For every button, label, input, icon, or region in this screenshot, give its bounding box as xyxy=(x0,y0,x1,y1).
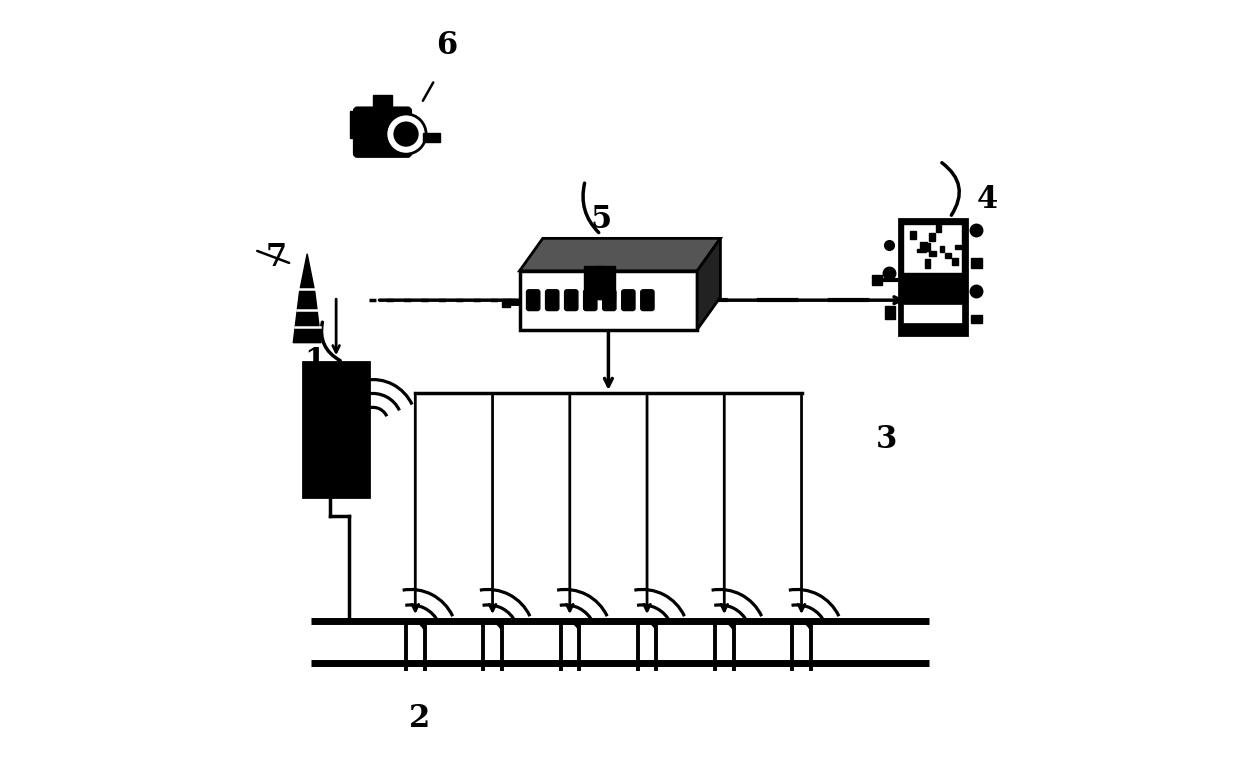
FancyBboxPatch shape xyxy=(920,242,928,251)
Text: 1: 1 xyxy=(304,346,325,377)
FancyBboxPatch shape xyxy=(423,132,440,142)
FancyBboxPatch shape xyxy=(350,111,361,138)
Polygon shape xyxy=(697,238,720,330)
Text: 3: 3 xyxy=(875,424,898,454)
Polygon shape xyxy=(293,254,321,342)
FancyBboxPatch shape xyxy=(641,289,653,310)
FancyBboxPatch shape xyxy=(951,258,957,265)
FancyBboxPatch shape xyxy=(918,249,926,252)
FancyBboxPatch shape xyxy=(925,243,930,251)
Text: 6: 6 xyxy=(435,30,456,61)
FancyBboxPatch shape xyxy=(929,251,936,257)
FancyBboxPatch shape xyxy=(885,307,895,320)
Text: 4: 4 xyxy=(976,184,997,216)
FancyBboxPatch shape xyxy=(936,226,941,232)
Circle shape xyxy=(386,114,427,154)
FancyBboxPatch shape xyxy=(955,245,961,249)
Polygon shape xyxy=(520,271,697,330)
Circle shape xyxy=(394,122,418,145)
FancyBboxPatch shape xyxy=(527,289,539,310)
FancyBboxPatch shape xyxy=(584,266,601,299)
FancyBboxPatch shape xyxy=(945,253,951,258)
FancyBboxPatch shape xyxy=(546,289,559,310)
FancyBboxPatch shape xyxy=(925,259,930,268)
FancyBboxPatch shape xyxy=(904,304,962,323)
FancyBboxPatch shape xyxy=(929,233,935,241)
FancyBboxPatch shape xyxy=(564,289,578,310)
Text: 2: 2 xyxy=(408,703,430,734)
FancyBboxPatch shape xyxy=(910,231,916,239)
FancyBboxPatch shape xyxy=(304,362,370,497)
FancyBboxPatch shape xyxy=(584,289,596,310)
FancyBboxPatch shape xyxy=(971,258,982,268)
Text: 5: 5 xyxy=(590,204,611,234)
Polygon shape xyxy=(520,238,720,271)
Text: 7: 7 xyxy=(265,242,286,273)
FancyBboxPatch shape xyxy=(971,315,982,323)
FancyBboxPatch shape xyxy=(355,108,410,156)
FancyBboxPatch shape xyxy=(603,289,616,310)
FancyBboxPatch shape xyxy=(621,289,635,310)
FancyBboxPatch shape xyxy=(940,246,944,251)
FancyBboxPatch shape xyxy=(899,219,967,335)
FancyBboxPatch shape xyxy=(599,266,615,299)
FancyBboxPatch shape xyxy=(373,96,392,111)
FancyBboxPatch shape xyxy=(904,225,962,273)
